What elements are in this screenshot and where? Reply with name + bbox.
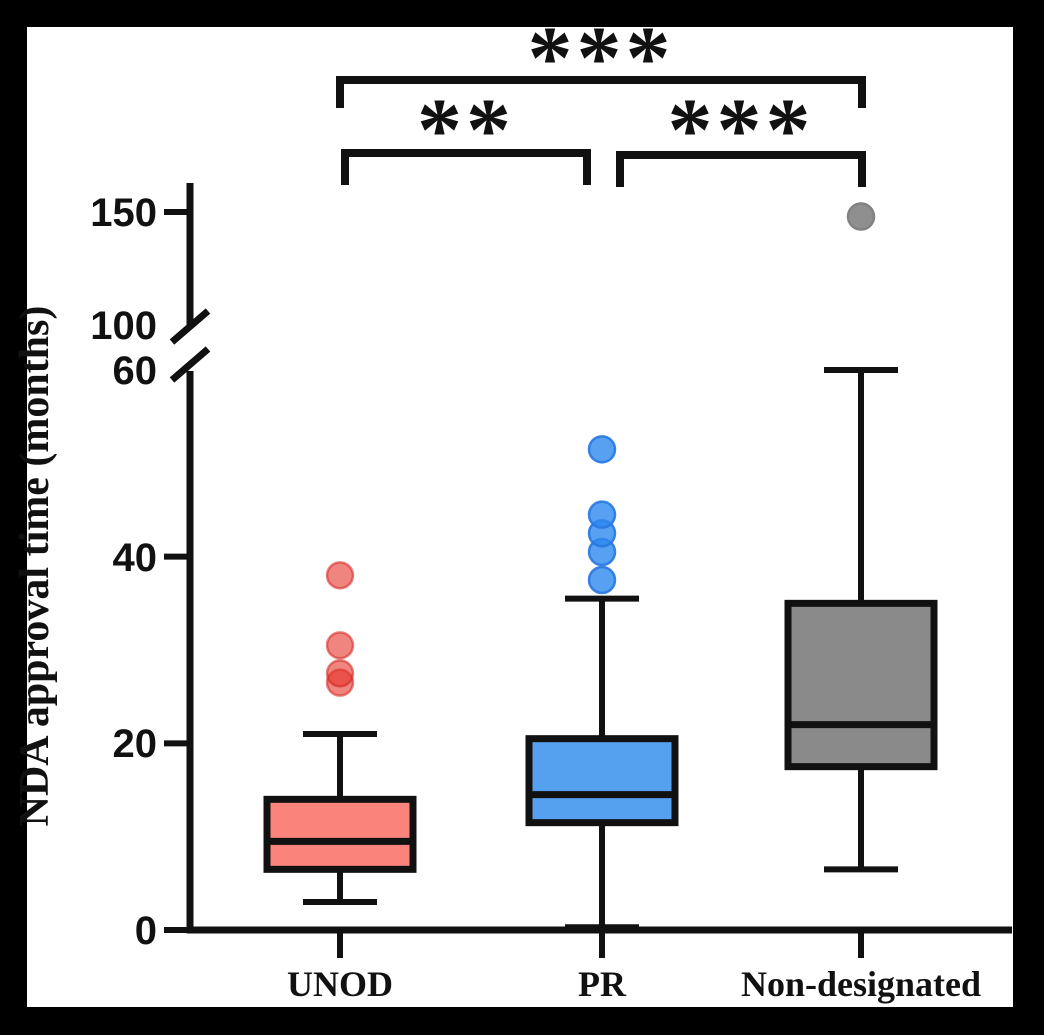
ytick-label-60: 60 (113, 349, 158, 393)
ytick-label-20: 20 (113, 722, 158, 766)
category-label-nondesignated: Non-designated (741, 964, 981, 1004)
chart-shapes (164, 76, 1012, 958)
significance-bracket-UNOD-vs-PR (341, 149, 591, 185)
category-label-unod: UNOD (287, 964, 393, 1004)
significance-stars-unod-vs-nondesignated: *** (528, 9, 675, 108)
outlier-dot-Non-designated (846, 202, 876, 231)
box-PR (525, 735, 679, 827)
y-axis-title: NDA approval time (months) (12, 306, 58, 827)
outlier-dot-UNOD (325, 631, 355, 660)
outlier-dot-PR (587, 500, 617, 529)
box-Non-designated (784, 599, 938, 771)
outlier-dot-UNOD (325, 659, 355, 688)
axis-break-slash-upper (169, 308, 211, 345)
outlier-dot-PR (587, 435, 617, 464)
outlier-dot-UNOD (325, 561, 355, 590)
significance-bracket-PR-vs-Non-designated (616, 151, 866, 187)
ytick-label-40: 40 (113, 536, 158, 580)
ytick-label-100: 100 (90, 304, 157, 348)
significance-stars-pr-vs-nondesignated: *** (668, 81, 815, 180)
significance-stars-unod-vs-pr: ** (417, 81, 515, 180)
ytick-label-150: 150 (90, 191, 157, 235)
box-UNOD (263, 795, 417, 873)
category-label-pr: PR (578, 964, 627, 1004)
axis-break-slash-lower (169, 346, 211, 383)
significance-bracket-UNOD-vs-Non-designated (336, 76, 866, 108)
ytick-label-0: 0 (135, 909, 157, 953)
outlier-dot-PR (587, 565, 617, 595)
